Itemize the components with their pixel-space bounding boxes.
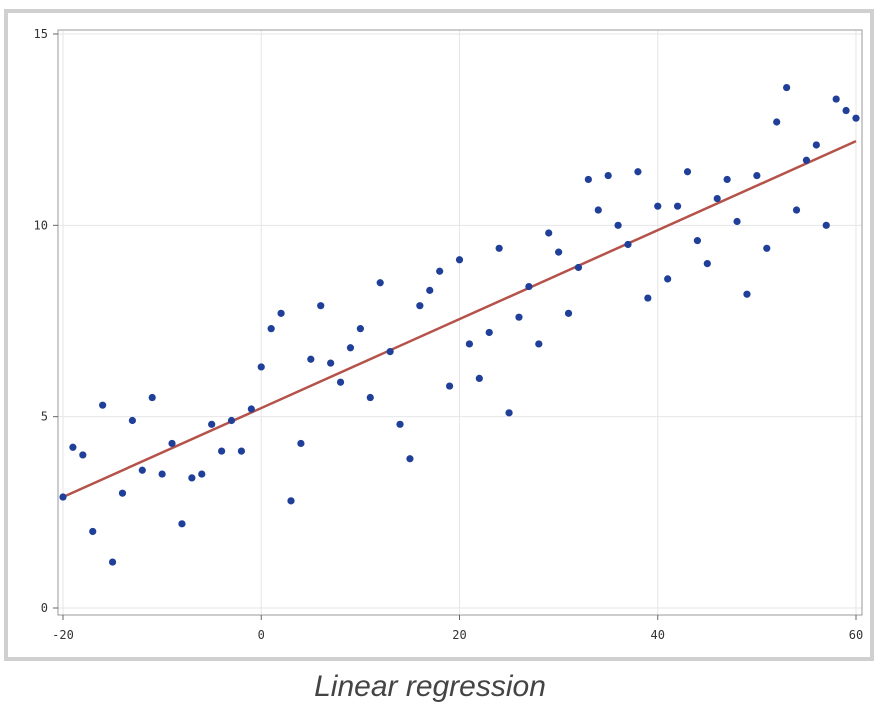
- scatter-chart: -20 0 20 40 60 0 5 10 15: [34, 27, 864, 642]
- data-point: [366, 393, 374, 402]
- data-point: [475, 374, 483, 382]
- data-point: [148, 393, 156, 402]
- data-point: [703, 260, 711, 268]
- data-point: [822, 221, 830, 229]
- data-point: [445, 382, 454, 390]
- data-point: [436, 267, 444, 275]
- data-point: [753, 171, 761, 180]
- data-point: [713, 194, 721, 203]
- data-point: [108, 558, 117, 566]
- data-point: [515, 313, 523, 321]
- data-point: [802, 156, 811, 164]
- caption: Linear regression: [314, 670, 546, 703]
- data-point: [257, 363, 265, 371]
- data-point: [624, 240, 632, 249]
- data-point: [237, 447, 246, 455]
- y-tick-label: 0: [41, 601, 48, 615]
- data-point: [832, 95, 840, 103]
- data-point: [485, 328, 493, 337]
- data-point: [644, 294, 652, 302]
- data-point: [783, 83, 791, 92]
- data-point: [118, 489, 127, 497]
- data-point: [198, 470, 206, 478]
- data-point: [356, 325, 364, 333]
- data-point: [188, 474, 196, 482]
- data-point: [267, 325, 275, 333]
- data-point: [842, 106, 850, 115]
- data-point: [178, 520, 186, 528]
- x-tick-label: 40: [651, 628, 665, 642]
- data-point: [455, 256, 464, 264]
- y-tick-label: 10: [34, 218, 48, 232]
- data-point: [227, 416, 236, 425]
- data-point: [852, 114, 860, 122]
- data-point: [317, 302, 325, 310]
- grid-layer: [58, 30, 862, 615]
- data-point: [614, 221, 622, 229]
- data-point: [287, 497, 295, 505]
- data-point: [812, 141, 820, 149]
- chart-frame: [4, 9, 874, 661]
- x-tick-label: 0: [258, 628, 265, 642]
- data-point: [683, 168, 692, 176]
- data-point: [535, 340, 543, 348]
- data-point: [79, 451, 87, 459]
- tick-layer: -20 0 20 40 60 0 5 10 15: [34, 27, 864, 642]
- data-point: [99, 401, 107, 409]
- x-tick-label: 60: [849, 628, 863, 642]
- data-point: [564, 309, 573, 317]
- data-point: [555, 248, 563, 256]
- data-point: [128, 416, 136, 425]
- data-point: [664, 275, 672, 283]
- data-point: [743, 290, 751, 298]
- data-point: [208, 420, 216, 428]
- data-point: [386, 348, 394, 356]
- x-tick-label: -20: [52, 628, 74, 642]
- data-point: [733, 217, 741, 226]
- data-point: [604, 171, 612, 180]
- data-point: [307, 355, 315, 363]
- data-point: [327, 359, 335, 367]
- x-tick-label: 20: [452, 628, 466, 642]
- regression-line: [62, 140, 857, 499]
- data-point: [59, 493, 67, 501]
- data-point: [396, 420, 404, 428]
- data-point: [218, 447, 226, 455]
- data-point: [792, 206, 801, 214]
- data-point: [158, 470, 166, 478]
- data-point: [336, 378, 345, 386]
- data-point: [426, 286, 434, 294]
- y-tick-label: 5: [41, 410, 48, 424]
- data-point: [376, 279, 384, 287]
- data-point: [297, 439, 305, 448]
- line-layer: [62, 140, 857, 499]
- data-point: [673, 202, 682, 210]
- data-point: [763, 244, 771, 252]
- data-point: [525, 282, 533, 291]
- data-point: [654, 202, 662, 210]
- data-point: [505, 409, 513, 417]
- data-point: [416, 302, 424, 310]
- data-point: [545, 229, 553, 237]
- data-point: [89, 527, 97, 536]
- data-point: [723, 175, 731, 184]
- data-point: [247, 405, 255, 413]
- data-point: [277, 309, 285, 317]
- data-point: [773, 118, 781, 126]
- data-point: [594, 206, 602, 214]
- data-point: [495, 244, 503, 252]
- data-point: [138, 466, 146, 474]
- data-point: [69, 443, 77, 451]
- data-point: [465, 340, 474, 348]
- point-layer: [59, 83, 860, 566]
- data-point: [584, 175, 592, 184]
- data-point: [406, 455, 414, 463]
- data-point: [168, 439, 176, 448]
- data-point: [634, 168, 642, 176]
- data-point: [574, 263, 583, 272]
- y-tick-label: 15: [34, 27, 48, 41]
- data-point: [346, 344, 355, 352]
- data-point: [693, 237, 702, 245]
